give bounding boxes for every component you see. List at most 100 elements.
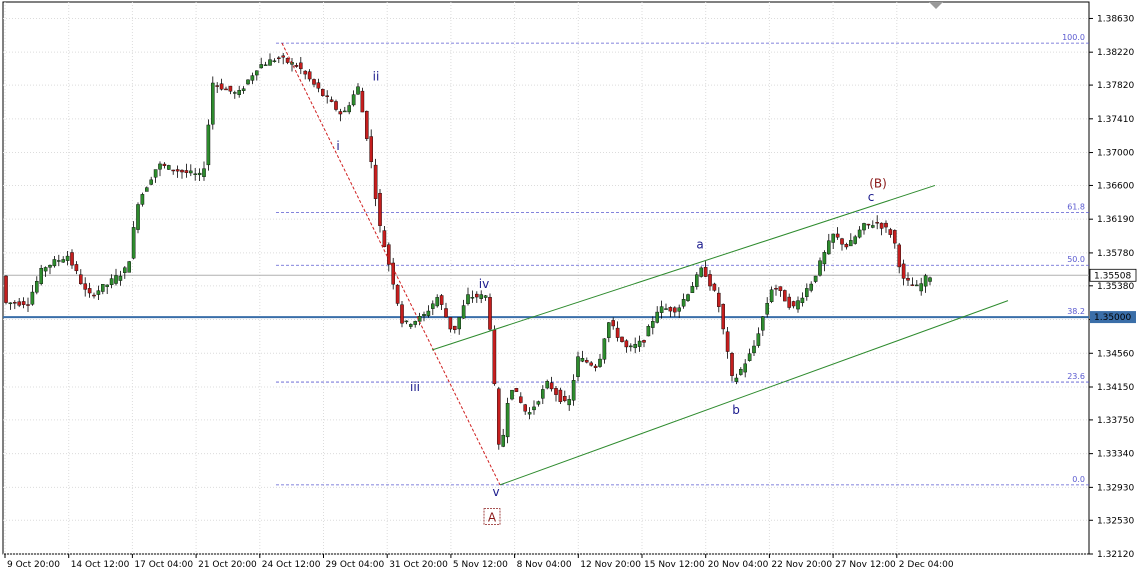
candle[interactable]	[136, 204, 140, 230]
candle[interactable]	[523, 404, 527, 412]
candle[interactable]	[87, 288, 92, 294]
candle[interactable]	[849, 240, 853, 247]
candle[interactable]	[175, 169, 180, 172]
candle[interactable]	[96, 290, 101, 295]
candle[interactable]	[400, 304, 404, 324]
candle[interactable]	[593, 365, 598, 368]
candle[interactable]	[329, 99, 334, 102]
candle[interactable]	[241, 88, 246, 91]
candle[interactable]	[703, 267, 708, 277]
candle[interactable]	[651, 321, 655, 328]
candle[interactable]	[162, 163, 167, 166]
candle[interactable]	[532, 406, 536, 411]
candle[interactable]	[778, 286, 783, 291]
candle[interactable]	[387, 244, 391, 265]
candle[interactable]	[721, 303, 725, 330]
candle[interactable]	[351, 94, 356, 106]
candle[interactable]	[373, 164, 378, 199]
candle[interactable]	[35, 281, 39, 293]
candle[interactable]	[294, 65, 299, 67]
candle[interactable]	[875, 222, 879, 224]
candle[interactable]	[739, 369, 743, 375]
candle[interactable]	[479, 294, 484, 299]
candle[interactable]	[140, 194, 145, 205]
candle[interactable]	[250, 75, 255, 81]
candle[interactable]	[30, 291, 35, 305]
candle[interactable]	[637, 340, 642, 347]
candle[interactable]	[228, 85, 233, 92]
candle[interactable]	[422, 314, 426, 317]
candle[interactable]	[215, 85, 220, 87]
candle[interactable]	[571, 380, 576, 401]
candle[interactable]	[884, 222, 888, 228]
chart-shift-marker[interactable]	[929, 2, 943, 9]
candle[interactable]	[893, 230, 897, 244]
candle[interactable]	[109, 278, 114, 286]
candle[interactable]	[813, 275, 818, 282]
candle[interactable]	[70, 252, 74, 266]
candle[interactable]	[448, 317, 453, 330]
candle[interactable]	[48, 264, 52, 268]
candle[interactable]	[118, 275, 123, 281]
candle[interactable]	[17, 301, 22, 306]
candle[interactable]	[26, 304, 30, 306]
candle[interactable]	[439, 295, 444, 305]
candle[interactable]	[210, 82, 215, 125]
candle[interactable]	[316, 82, 321, 89]
candle[interactable]	[325, 95, 330, 97]
candle[interactable]	[567, 399, 571, 406]
candle[interactable]	[717, 292, 721, 307]
candle[interactable]	[906, 277, 910, 281]
channel-upper-line[interactable]	[431, 184, 936, 351]
candle[interactable]	[602, 338, 607, 360]
candle[interactable]	[254, 70, 259, 76]
candle[interactable]	[765, 303, 769, 315]
candle[interactable]	[853, 236, 857, 244]
channel-lower-line[interactable]	[499, 300, 1009, 486]
candle[interactable]	[391, 262, 396, 285]
candle[interactable]	[61, 259, 65, 263]
candle[interactable]	[395, 284, 400, 304]
candle[interactable]	[404, 320, 409, 323]
candle[interactable]	[12, 302, 17, 304]
candle[interactable]	[545, 381, 549, 389]
candle[interactable]	[664, 308, 668, 310]
candle[interactable]	[92, 294, 96, 297]
candle[interactable]	[338, 111, 343, 115]
candle[interactable]	[866, 223, 871, 226]
candle[interactable]	[563, 396, 567, 401]
candle[interactable]	[263, 64, 268, 66]
candle[interactable]	[901, 263, 906, 279]
candle[interactable]	[752, 345, 756, 354]
candle[interactable]	[818, 260, 822, 276]
candle[interactable]	[580, 358, 585, 362]
candle[interactable]	[822, 252, 827, 265]
candle[interactable]	[743, 363, 747, 373]
candle[interactable]	[501, 434, 506, 447]
candle[interactable]	[281, 55, 286, 58]
candle[interactable]	[193, 173, 198, 176]
candle[interactable]	[536, 401, 541, 405]
candle[interactable]	[100, 284, 105, 292]
candle[interactable]	[558, 389, 563, 402]
candle[interactable]	[180, 169, 184, 173]
candle[interactable]	[589, 362, 593, 366]
candle[interactable]	[122, 267, 127, 273]
candle[interactable]	[382, 230, 387, 247]
candle[interactable]	[334, 101, 338, 110]
candle[interactable]	[453, 325, 457, 330]
candle[interactable]	[554, 388, 558, 395]
candle[interactable]	[184, 170, 189, 173]
candle[interactable]	[756, 333, 761, 346]
candle[interactable]	[21, 301, 26, 305]
candle[interactable]	[673, 307, 677, 313]
candle[interactable]	[615, 327, 620, 338]
candle[interactable]	[712, 283, 717, 291]
candle[interactable]	[708, 274, 712, 287]
candle[interactable]	[369, 136, 374, 162]
candle[interactable]	[734, 377, 739, 382]
candle[interactable]	[153, 169, 158, 178]
candle[interactable]	[307, 71, 312, 80]
candle[interactable]	[347, 105, 352, 113]
